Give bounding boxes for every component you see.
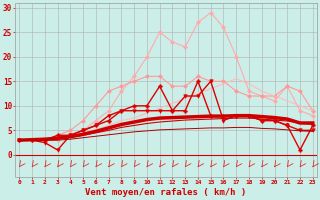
- X-axis label: Vent moyen/en rafales ( km/h ): Vent moyen/en rafales ( km/h ): [85, 188, 247, 197]
